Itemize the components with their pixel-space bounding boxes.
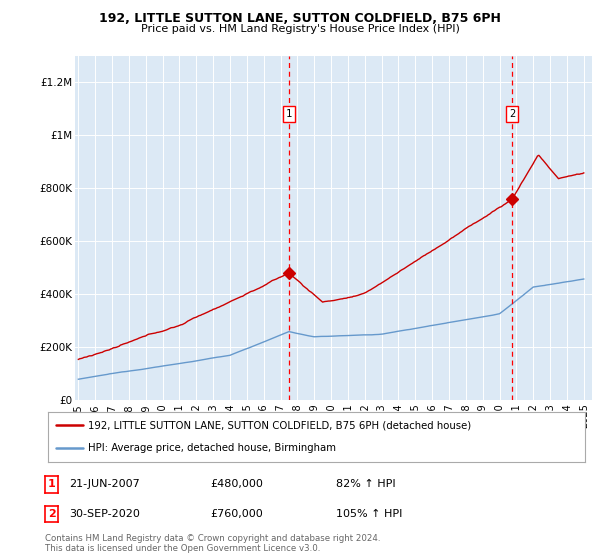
Text: £480,000: £480,000 [210, 479, 263, 489]
Text: Price paid vs. HM Land Registry's House Price Index (HPI): Price paid vs. HM Land Registry's House … [140, 24, 460, 34]
Text: £760,000: £760,000 [210, 509, 263, 519]
Text: 192, LITTLE SUTTON LANE, SUTTON COLDFIELD, B75 6PH (detached house): 192, LITTLE SUTTON LANE, SUTTON COLDFIEL… [88, 420, 472, 430]
Text: Contains HM Land Registry data © Crown copyright and database right 2024.
This d: Contains HM Land Registry data © Crown c… [45, 534, 380, 553]
Text: 30-SEP-2020: 30-SEP-2020 [69, 509, 140, 519]
Text: 1: 1 [286, 109, 292, 119]
Text: 1: 1 [48, 479, 55, 489]
Text: 2: 2 [509, 109, 515, 119]
Text: 21-JUN-2007: 21-JUN-2007 [69, 479, 140, 489]
Text: 2: 2 [48, 509, 55, 519]
Text: 82% ↑ HPI: 82% ↑ HPI [336, 479, 395, 489]
Text: HPI: Average price, detached house, Birmingham: HPI: Average price, detached house, Birm… [88, 444, 336, 454]
Text: 105% ↑ HPI: 105% ↑ HPI [336, 509, 403, 519]
Text: 192, LITTLE SUTTON LANE, SUTTON COLDFIELD, B75 6PH: 192, LITTLE SUTTON LANE, SUTTON COLDFIEL… [99, 12, 501, 25]
